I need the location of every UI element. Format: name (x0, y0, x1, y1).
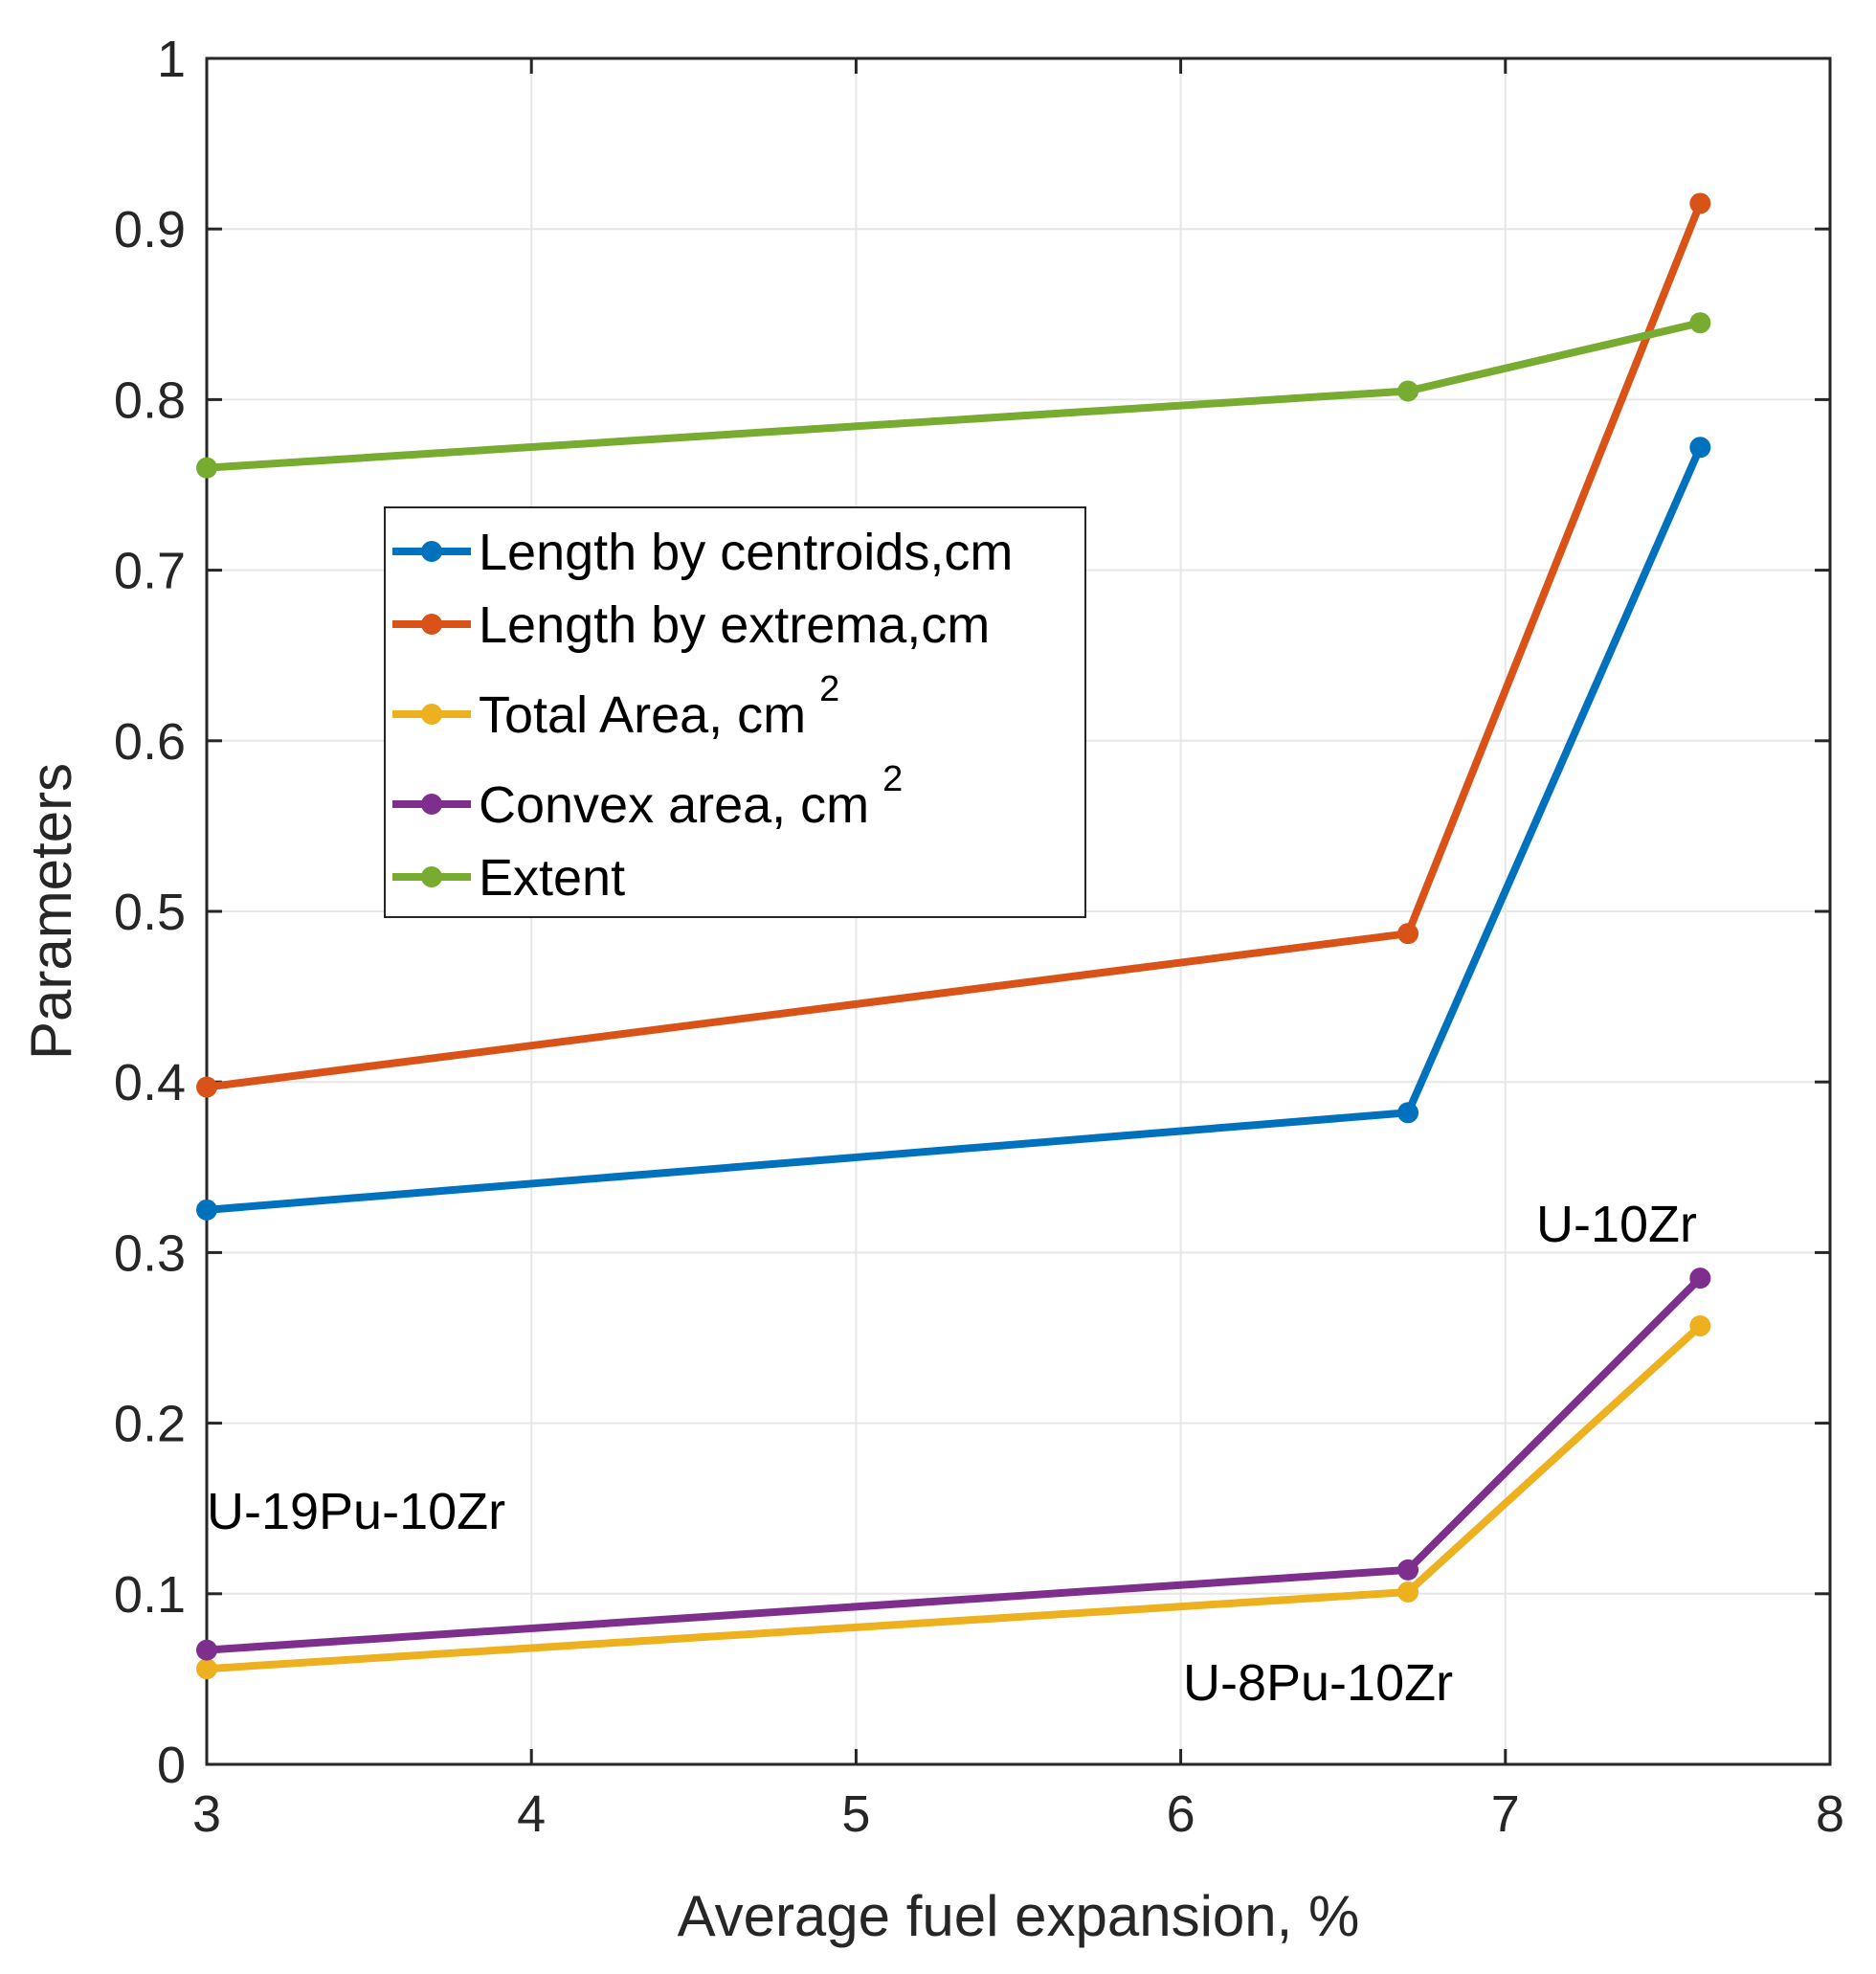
annotations: U-10Zr U-19Pu-10Zr U-8Pu-10Zr (207, 1196, 1697, 1712)
legend-superscript: 2 (819, 669, 839, 709)
legend-entry-label: Length by extrema,cm (479, 596, 990, 654)
y-tick-label: 0.4 (114, 1054, 186, 1111)
data-point (1689, 1267, 1711, 1290)
data-point (1397, 380, 1419, 402)
series-group (196, 192, 1711, 1680)
y-tick-label: 0.2 (114, 1396, 186, 1453)
legend: Length by centroids,cm Length by extrema,… (384, 506, 1086, 918)
data-point (1689, 312, 1711, 334)
data-point (196, 1658, 217, 1680)
data-point (1397, 1581, 1419, 1604)
legend-entry-label: Total Area, cm (479, 686, 806, 744)
data-point (1689, 1315, 1711, 1337)
legend-entry-label: Length by centroids,cm (479, 524, 1013, 581)
y-tick-label: 0.7 (114, 543, 186, 600)
data-point (196, 1639, 217, 1661)
y-tick-label: 0.6 (114, 713, 186, 771)
data-point (1689, 192, 1711, 214)
y-tick-label: 0.3 (114, 1224, 186, 1282)
axis-ticks: 3 4 5 6 7 8 0 0.1 0.2 0.3 0.4 0.5 0.6 0.7 0.8 0.9 1 (114, 31, 1844, 1843)
data-point (196, 1199, 217, 1221)
x-tick-label: 7 (1491, 1785, 1520, 1843)
legend-marker (421, 704, 442, 725)
y-tick-label: 0 (157, 1737, 186, 1794)
legend-entry-label: Convex area, cm (479, 776, 869, 834)
data-point (1689, 437, 1711, 459)
x-tick-label: 6 (1167, 1785, 1195, 1843)
x-tick-label: 8 (1816, 1785, 1844, 1843)
annotation-label: U-19Pu-10Zr (207, 1483, 505, 1540)
data-point (196, 1076, 217, 1098)
data-point (196, 457, 217, 479)
legend-superscript: 2 (882, 759, 903, 799)
x-tick-label: 4 (517, 1785, 546, 1843)
x-tick-label: 3 (192, 1785, 221, 1843)
legend-marker (421, 541, 442, 562)
annotation-label: U-8Pu-10Zr (1183, 1654, 1453, 1712)
legend-entry-label: Extent (479, 849, 625, 907)
annotation-label: U-10Zr (1536, 1196, 1697, 1253)
legend-box (384, 506, 1086, 918)
y-tick-label: 0.8 (114, 371, 186, 429)
y-tick-label: 0.1 (114, 1566, 186, 1624)
y-tick-label: 0.9 (114, 201, 186, 258)
data-point (1397, 1559, 1419, 1581)
legend-marker (421, 794, 442, 815)
y-tick-label: 1 (157, 31, 186, 88)
x-axis-title: Average fuel expansion, % (678, 1884, 1360, 1948)
legend-marker (421, 614, 442, 635)
data-point (1397, 1102, 1419, 1124)
data-point (1397, 923, 1419, 945)
y-tick-label: 0.5 (114, 884, 186, 941)
x-tick-label: 5 (841, 1785, 870, 1843)
y-axis-title: Parameters (19, 763, 83, 1060)
legend-marker (421, 866, 442, 887)
